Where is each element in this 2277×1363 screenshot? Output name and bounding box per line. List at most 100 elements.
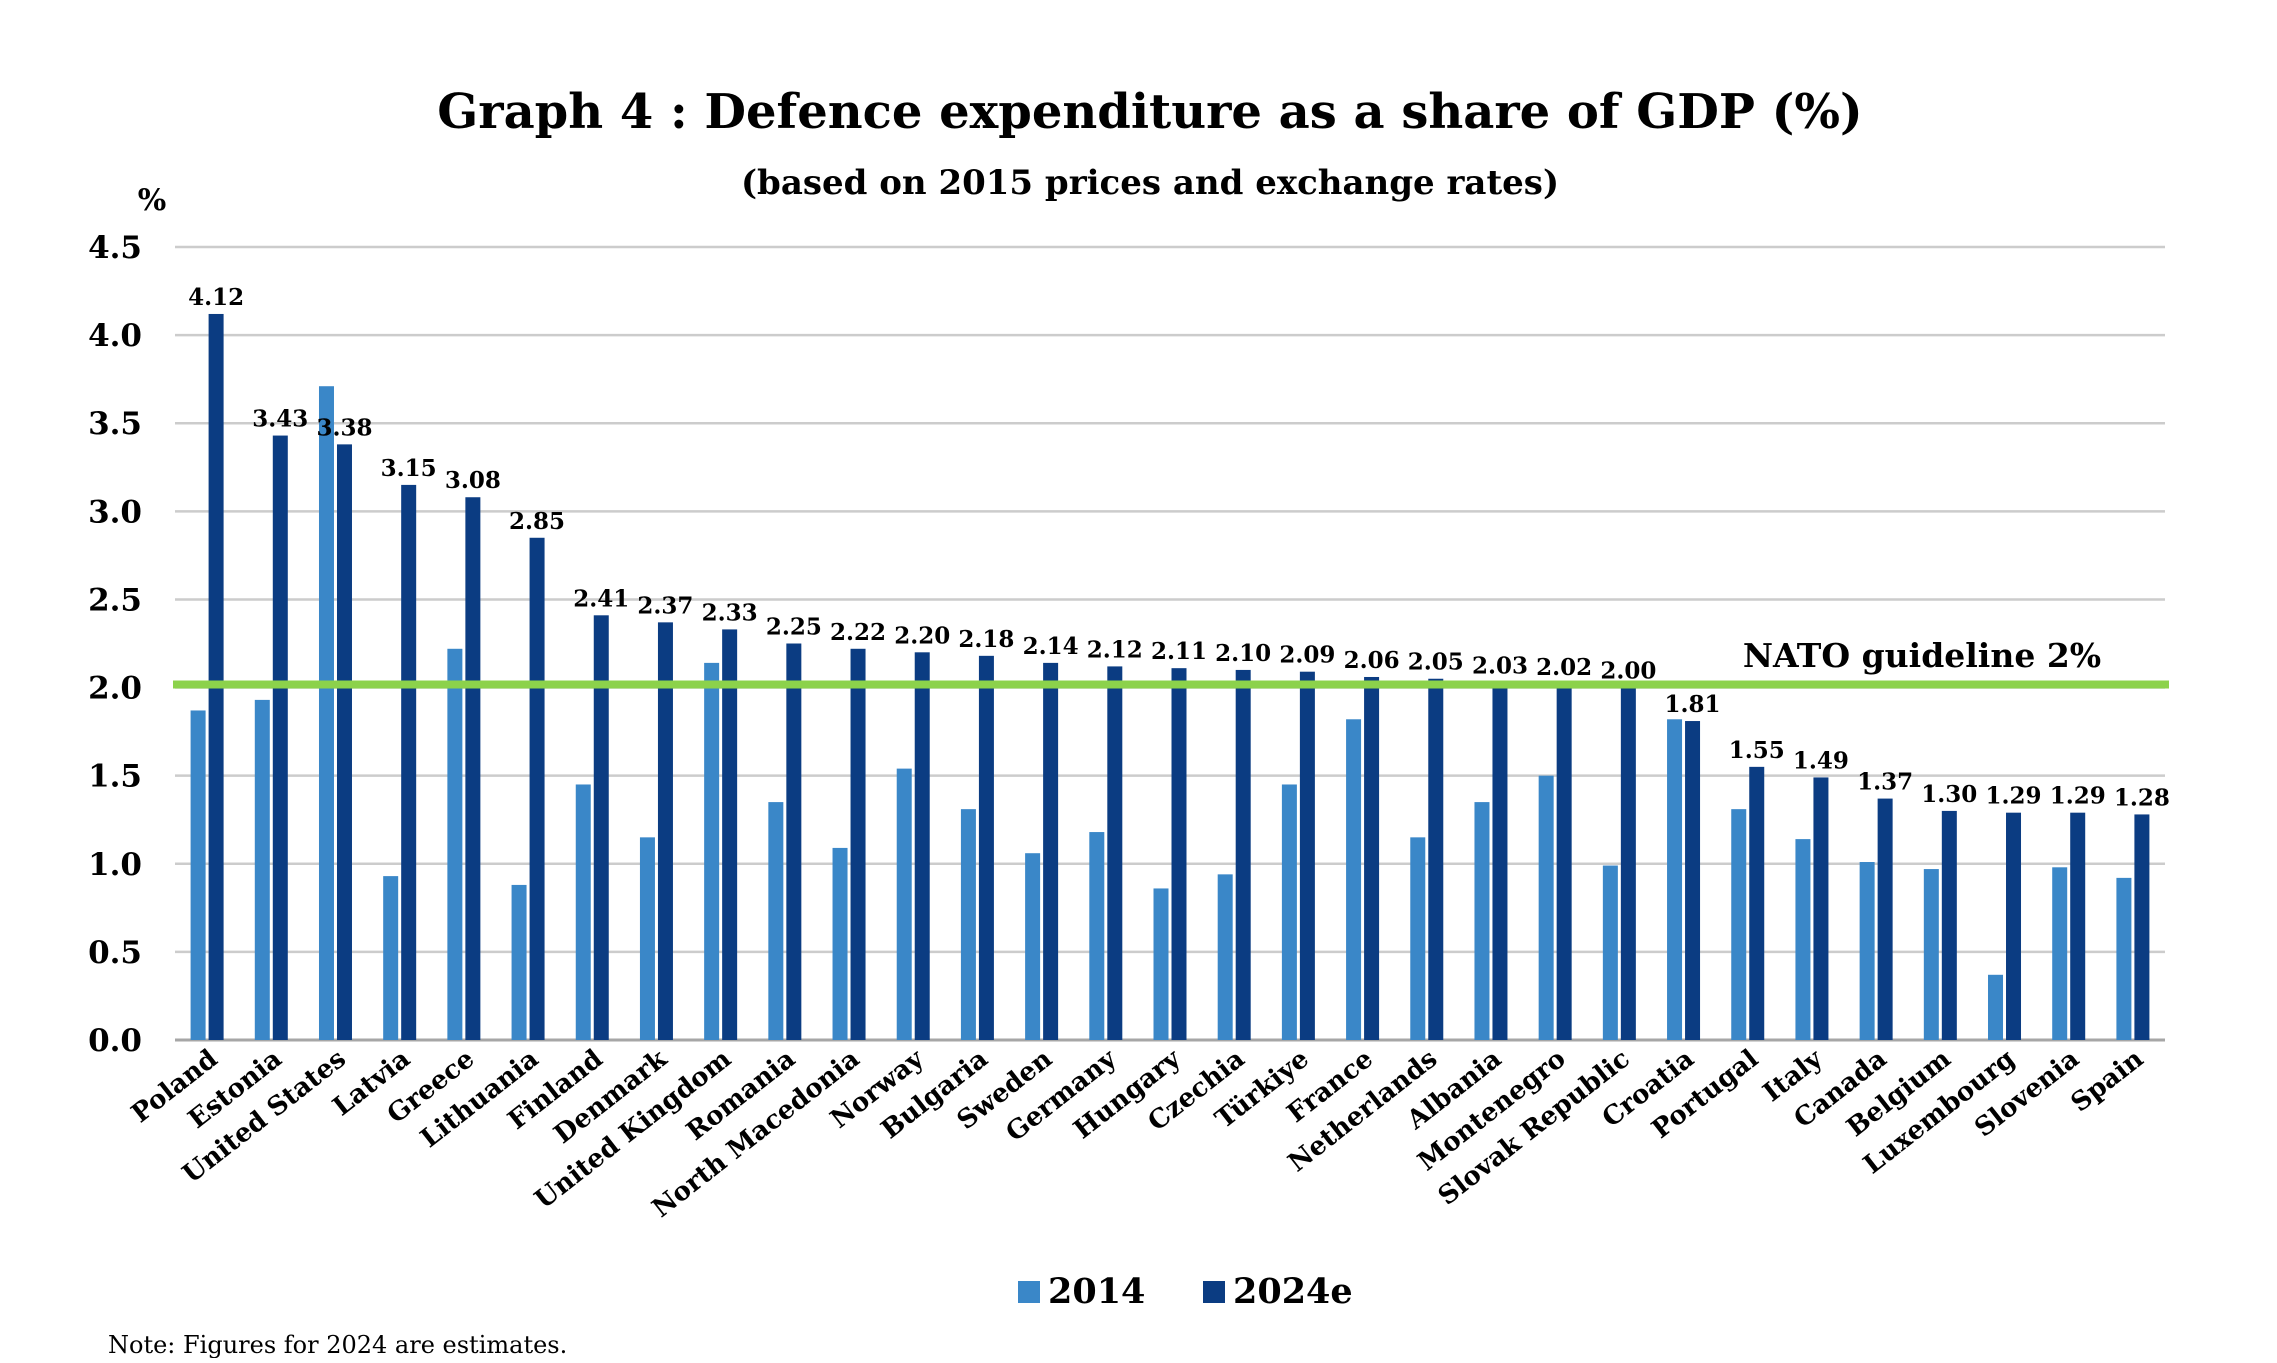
y-tick-label-2: 1.0 bbox=[88, 847, 142, 883]
bar-2014-29 bbox=[2052, 867, 2068, 1040]
bar-2014-4 bbox=[447, 648, 463, 1040]
bar-2014-6 bbox=[575, 784, 591, 1040]
bar-2024e-27 bbox=[1941, 810, 1957, 1040]
bar-2014-1 bbox=[254, 699, 270, 1040]
y-tick-label-7: 3.5 bbox=[88, 406, 142, 442]
bar-2024e-13 bbox=[1043, 662, 1059, 1040]
bar-2014-23 bbox=[1667, 719, 1683, 1040]
y-tick-label-4: 2.0 bbox=[88, 671, 142, 707]
data-label-28: 1.29 bbox=[1986, 783, 2042, 810]
data-label-5: 2.85 bbox=[509, 508, 565, 535]
bar-2014-2 bbox=[318, 386, 334, 1040]
y-axis-ticks: 0.0 0.5 1.0 1.5 2.0 2.5 3.0 3.5 4.0 4.5 bbox=[88, 230, 142, 1059]
data-label-7: 2.37 bbox=[637, 592, 693, 619]
bar-2024e-23 bbox=[1685, 721, 1701, 1040]
bar-2024e-16 bbox=[1235, 669, 1251, 1040]
bar-2024e-14 bbox=[1107, 666, 1123, 1040]
bar-2024e-29 bbox=[2070, 812, 2086, 1040]
y-tick-label-0: 0.0 bbox=[88, 1023, 142, 1059]
bar-2014-8 bbox=[704, 662, 720, 1040]
bar-2024e-4 bbox=[465, 497, 481, 1040]
x-tick-label-30: Spain bbox=[2066, 1044, 2150, 1119]
data-label-3: 3.15 bbox=[381, 455, 437, 482]
bar-2024e-2 bbox=[336, 444, 352, 1040]
bar-2024e-5 bbox=[529, 537, 545, 1040]
data-label-4: 3.08 bbox=[445, 467, 501, 494]
bar-2024e-9 bbox=[786, 643, 802, 1040]
bar-2014-22 bbox=[1602, 865, 1618, 1040]
data-label-11: 2.20 bbox=[894, 622, 950, 649]
bar-2024e-1 bbox=[272, 435, 288, 1041]
bar-2024e-8 bbox=[722, 629, 738, 1040]
nato-guideline-label: NATO guideline 2% bbox=[1743, 636, 2101, 675]
data-label-25: 1.49 bbox=[1793, 747, 1849, 774]
data-label-17: 2.09 bbox=[1279, 642, 1335, 669]
data-label-12: 2.18 bbox=[958, 626, 1014, 653]
bar-2014-24 bbox=[1731, 809, 1747, 1040]
legend-label-0: 2014 bbox=[1048, 1271, 1145, 1312]
data-label-1: 3.43 bbox=[252, 406, 308, 433]
bar-2014-27 bbox=[1923, 869, 1939, 1040]
data-label-22: 2.00 bbox=[1600, 658, 1656, 685]
bar-2024e-30 bbox=[2134, 814, 2150, 1040]
y-tick-label-9: 4.5 bbox=[88, 230, 142, 266]
bar-2024e-7 bbox=[657, 622, 673, 1040]
bar-2014-3 bbox=[383, 876, 399, 1040]
data-label-19: 2.05 bbox=[1408, 649, 1464, 676]
y-tick-label-1: 0.5 bbox=[88, 935, 142, 971]
bar-2024e-24 bbox=[1749, 766, 1765, 1040]
bar-2014-17 bbox=[1281, 784, 1297, 1040]
legend-label-1: 2024e bbox=[1233, 1271, 1353, 1312]
nato-guideline: NATO guideline 2% bbox=[173, 636, 2169, 689]
y-tick-label-5: 2.5 bbox=[88, 582, 142, 618]
bar-2014-7 bbox=[639, 837, 655, 1040]
data-label-20: 2.03 bbox=[1472, 652, 1528, 679]
data-label-9: 2.25 bbox=[766, 614, 822, 641]
bar-2014-15 bbox=[1153, 888, 1169, 1040]
bar-2014-25 bbox=[1795, 839, 1811, 1040]
bar-2024e-10 bbox=[850, 648, 866, 1040]
y-tick-label-6: 3.0 bbox=[88, 494, 142, 530]
data-label-30: 1.28 bbox=[2114, 784, 2170, 811]
bar-2024e-26 bbox=[1877, 798, 1893, 1040]
y-tick-label-8: 4.0 bbox=[88, 318, 142, 354]
chart-subtitle: (based on 2015 prices and exchange rates… bbox=[741, 163, 1559, 203]
bar-2014-13 bbox=[1025, 853, 1041, 1040]
legend-swatch-1 bbox=[1203, 1281, 1225, 1303]
bar-2024e-15 bbox=[1171, 668, 1187, 1040]
bar-2014-30 bbox=[2116, 877, 2132, 1040]
bar-2014-16 bbox=[1217, 874, 1233, 1040]
data-label-26: 1.37 bbox=[1857, 769, 1913, 796]
bar-2014-5 bbox=[511, 884, 527, 1040]
data-label-6: 2.41 bbox=[573, 585, 629, 612]
bar-2014-0 bbox=[190, 710, 206, 1040]
data-label-27: 1.30 bbox=[1921, 781, 1977, 808]
bar-2014-14 bbox=[1089, 832, 1105, 1040]
chart-title: Graph 4 : Defence expenditure as a share… bbox=[437, 84, 1862, 140]
bar-2014-28 bbox=[1988, 974, 2004, 1040]
data-label-16: 2.10 bbox=[1215, 640, 1271, 667]
data-label-18: 2.06 bbox=[1344, 647, 1400, 674]
bar-2014-19 bbox=[1410, 837, 1426, 1040]
footnote: Note: Figures for 2024 are estimates. bbox=[108, 1331, 567, 1358]
y-tick-label-3: 1.5 bbox=[88, 759, 142, 795]
bar-2014-26 bbox=[1859, 862, 1875, 1040]
data-label-24: 1.55 bbox=[1729, 737, 1785, 764]
bar-2024e-28 bbox=[2006, 812, 2022, 1040]
bar-2014-18 bbox=[1346, 719, 1362, 1040]
data-label-14: 2.12 bbox=[1087, 636, 1143, 663]
bar-2014-21 bbox=[1538, 775, 1554, 1040]
data-label-23: 1.81 bbox=[1665, 691, 1721, 718]
y-axis-unit: % bbox=[138, 183, 167, 218]
bar-2014-10 bbox=[832, 847, 848, 1040]
data-label-8: 2.33 bbox=[702, 599, 758, 626]
bar-2024e-21 bbox=[1556, 684, 1572, 1040]
data-labels-group: 4.12 3.43 3.38 3.15 3.08 2.85 2.41 2.37 2.33 2.25… bbox=[188, 284, 2170, 811]
bar-2024e-12 bbox=[978, 655, 994, 1040]
bar-2024e-22 bbox=[1620, 687, 1636, 1040]
bar-2024e-0 bbox=[208, 313, 224, 1040]
bar-2024e-3 bbox=[401, 484, 417, 1040]
